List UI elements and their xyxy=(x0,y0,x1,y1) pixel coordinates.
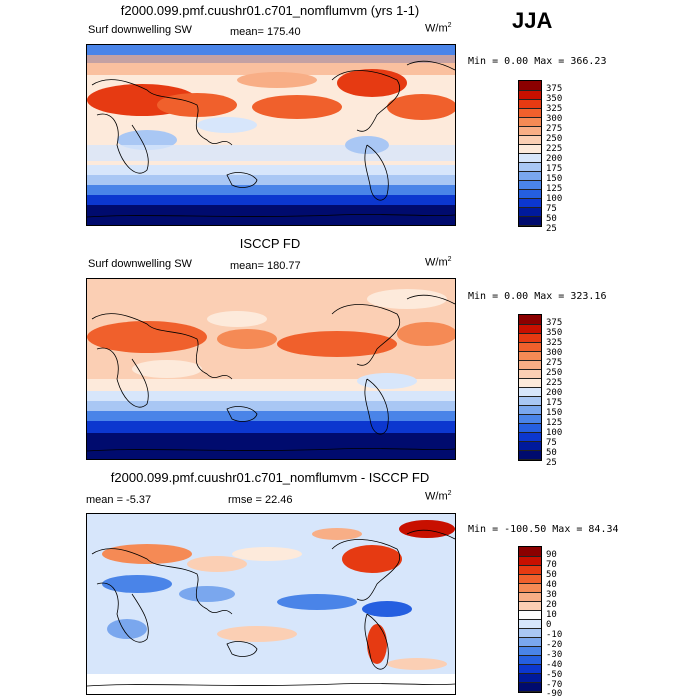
panel2-map xyxy=(86,278,456,460)
panel3-cbar-label-8: -10 xyxy=(546,630,563,640)
panel1-cbar-label-8: 175 xyxy=(546,164,563,174)
panel3-mean: mean = -5.37 xyxy=(86,494,152,506)
panel2-cbar-label-8: 175 xyxy=(546,398,563,408)
panel2-title: ISCCP FD xyxy=(239,236,301,251)
panel3-cbar-label-12: -50 xyxy=(546,670,563,680)
panel1-mean-value: 175.40 xyxy=(267,26,301,38)
panel1-cbar-label-12: 75 xyxy=(546,204,557,214)
panel1-cbar-label-2: 325 xyxy=(546,104,563,114)
panel2-cbar-label-10: 125 xyxy=(546,418,563,428)
panel3-cbar-label-1: 70 xyxy=(546,560,557,570)
panel1-cbar-label-11: 100 xyxy=(546,194,563,204)
panel2-cbar-label-5: 250 xyxy=(546,368,563,378)
panel1-units-exp: 2 xyxy=(447,22,452,29)
panel1-colorbar xyxy=(518,80,542,227)
panel3-cbar-label-5: 20 xyxy=(546,600,557,610)
panel3-cbar-label-0: 90 xyxy=(546,550,557,560)
panel3-cbar-label-11: -40 xyxy=(546,660,563,670)
panel1-cbar-label-7: 200 xyxy=(546,154,563,164)
panel2-cbar-label-7: 200 xyxy=(546,388,563,398)
panel2-units-exp: 2 xyxy=(447,256,452,263)
panel3-title: f2000.099.pmf.cuushr01.c701_nomflumvm - … xyxy=(110,470,430,485)
panel3-cbar-label-4: 30 xyxy=(546,590,557,600)
panel2-cbar-label-12: 75 xyxy=(546,438,557,448)
panel3-units-exp: 2 xyxy=(447,490,452,497)
panel2-field: Surf downwelling SW xyxy=(88,258,192,270)
panel3-minmax: Min = -100.50 Max = 84.34 xyxy=(468,524,619,535)
panel2-minmax: Min = 0.00 Max = 323.16 xyxy=(468,291,607,302)
panel1-map xyxy=(86,44,456,226)
panel1-cbar-label-10: 125 xyxy=(546,184,563,194)
panel2-mean-value: 180.77 xyxy=(267,260,301,272)
panel2-cbar-label-6: 225 xyxy=(546,378,563,388)
panel1-field: Surf downwelling SW xyxy=(88,24,192,36)
panel3-units: W/m xyxy=(425,490,448,503)
panel1-units: W/m xyxy=(425,22,448,35)
panel3-cbar-label-3: 40 xyxy=(546,580,557,590)
panel2-mean-label: mean= xyxy=(230,260,264,272)
panel3-cbar-label-6: 10 xyxy=(546,610,557,620)
panel2-cbar-label-9: 150 xyxy=(546,408,563,418)
panel2-cbar-label-2: 325 xyxy=(546,338,563,348)
panel1-cbar-label-0: 375 xyxy=(546,84,563,94)
panel1-cbar-label-6: 225 xyxy=(546,144,563,154)
panel1-minmax: Min = 0.00 Max = 366.23 xyxy=(468,56,607,67)
panel2-cbar-label-1: 350 xyxy=(546,328,563,338)
panel1-cbar-label-1: 350 xyxy=(546,94,563,104)
panel1-title: f2000.099.pmf.cuushr01.c701_nomflumvm (y… xyxy=(120,3,420,18)
season-label: JJA xyxy=(512,8,553,33)
panel3-colorbar xyxy=(518,546,542,693)
panel2-units: W/m xyxy=(425,256,448,269)
panel1-cbar-label-13: 50 xyxy=(546,214,557,224)
panel2-cbar-label-3: 300 xyxy=(546,348,563,358)
panel3-cbar-label-9: -20 xyxy=(546,640,563,650)
panel1-cbar-label-9: 150 xyxy=(546,174,563,184)
panel1-cbar-label-3: 300 xyxy=(546,114,563,124)
panel2-cbar-label-0: 375 xyxy=(546,318,563,328)
panel2-cbar-label-11: 100 xyxy=(546,428,563,438)
panel1-cbar-label-4: 275 xyxy=(546,124,563,134)
panel3-cbar-label-10: -30 xyxy=(546,650,563,660)
panel1-cbar-label-5: 250 xyxy=(546,134,563,144)
panel3-cbar-label-7: 0 xyxy=(546,620,552,630)
panel1-cbar-label-14: 25 xyxy=(546,224,557,234)
panel2-cbar-label-14: 25 xyxy=(546,458,557,468)
panel1-mean-label: mean= xyxy=(230,26,264,38)
panel2-cbar-label-4: 275 xyxy=(546,358,563,368)
panel2-colorbar xyxy=(518,314,542,461)
panel3-rmse: rmse = 22.46 xyxy=(228,494,293,506)
panel3-cbar-label-14: -90 xyxy=(546,689,563,699)
panel3-cbar-label-13: -70 xyxy=(546,680,563,690)
panel3-map xyxy=(86,513,456,695)
panel2-cbar-label-13: 50 xyxy=(546,448,557,458)
panel3-cbar-label-2: 50 xyxy=(546,570,557,580)
